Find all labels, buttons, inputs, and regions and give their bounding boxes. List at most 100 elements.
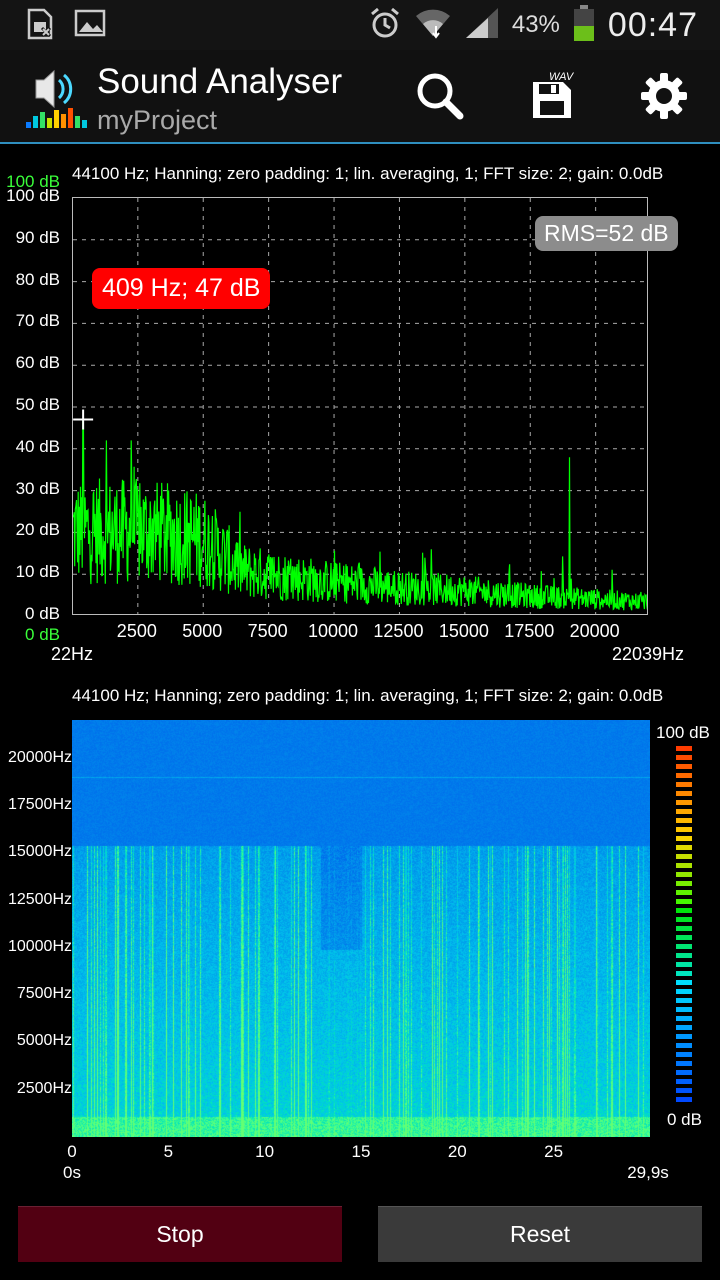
spectrogram-y-tick: 12500Hz (7, 890, 72, 908)
y-tick-label: 0 dB (25, 604, 60, 623)
signal-icon (464, 6, 500, 45)
spectrogram-x-tick: 0 (67, 1142, 77, 1161)
time-start-label: 0s (63, 1163, 81, 1182)
sim-card-icon (26, 8, 54, 45)
colorbar-segment (676, 1052, 692, 1057)
wifi-icon (414, 6, 452, 45)
settings-icon[interactable] (636, 68, 692, 124)
colorbar-segment (676, 818, 692, 823)
colorbar-segment (676, 1025, 692, 1030)
colorbar-segment (676, 980, 692, 985)
stop-button[interactable]: Stop (18, 1206, 342, 1262)
x-tick-label: 12500 (373, 621, 424, 641)
image-icon (74, 8, 106, 45)
save-wav-icon[interactable]: WAV (527, 68, 583, 124)
colorbar-segment (676, 881, 692, 886)
y-tick-label: 40 dB (15, 436, 60, 456)
x-tick-label: 20000 (569, 621, 620, 641)
y-tick-label: 10 dB (15, 562, 60, 582)
colorbar-segment (676, 1007, 692, 1012)
colorbar-segment (676, 944, 692, 949)
project-name: myProject (97, 105, 218, 135)
y-tick-label: 100 dB (6, 186, 60, 205)
spectrogram-x-tick: 5 (163, 1142, 174, 1161)
colorbar-segment (676, 1016, 692, 1021)
spectrogram-y-tick: 7500Hz (16, 985, 72, 1003)
colorbar-segment (676, 773, 692, 778)
x-tick-label: 5000 (182, 621, 223, 641)
app-title: Sound Analyser (97, 62, 343, 101)
spectrum-svg (73, 198, 647, 614)
y-tick-label: 60 dB (15, 353, 60, 373)
time-end-label: 29,9s (627, 1163, 669, 1182)
y-bottom-label: 0 dB (25, 625, 60, 644)
colorbar-segment (676, 926, 692, 931)
colorbar-segment (676, 827, 692, 832)
colorbar-segment (676, 791, 692, 796)
colorbar-segment (676, 989, 692, 994)
y-tick-label: 50 dB (15, 395, 60, 414)
rms-badge: RMS=52 dB (535, 216, 678, 251)
x-tick-label: 17500 (504, 621, 555, 641)
spectrogram-settings-info: 44100 Hz; Hanning; zero padding: 1; lin.… (72, 686, 664, 705)
colorbar-segment (676, 1079, 692, 1084)
colorbar-segment (676, 746, 692, 751)
colorbar-segment (676, 953, 692, 958)
spectrogram-y-tick: 20000Hz (7, 748, 72, 766)
y-top-label: 100 dB (6, 172, 60, 191)
peak-badge: 409 Hz; 47 dB (92, 268, 271, 309)
colorbar-segment (676, 1034, 692, 1039)
reset-button[interactable]: Reset (378, 1206, 702, 1262)
spectrogram-plot[interactable] (72, 720, 650, 1137)
y-tick-label: 30 dB (15, 478, 60, 498)
colorbar-segment (676, 1070, 692, 1075)
colorbar-segment (676, 899, 692, 904)
spectrogram-y-tick: 17500Hz (7, 796, 72, 814)
colorbar-segment (676, 908, 692, 913)
colorbar-segment (676, 782, 692, 787)
spectrogram-y-tick: 10000Hz (7, 937, 72, 955)
y-tick-label: 20 dB (15, 520, 60, 540)
colorbar-segment (676, 854, 692, 859)
x-min-label: 22Hz (50, 644, 94, 664)
spectrogram-y-tick: 5000Hz (16, 1032, 72, 1050)
y-tick-label: 70 dB (15, 311, 60, 331)
spectrogram-y-tick: 15000Hz (7, 843, 72, 861)
action-bar: Sound Analyser myProject WAV (0, 50, 720, 144)
colorbar-segment (676, 809, 692, 814)
spectrum-plot[interactable] (72, 197, 648, 615)
x-tick-label: 15000 (438, 621, 489, 641)
search-icon[interactable] (412, 68, 468, 124)
spectrogram-y-tick: 2500Hz (16, 1079, 72, 1097)
colorbar-segment (676, 917, 692, 922)
colorbar-segment (676, 800, 692, 805)
colorbar-segment (676, 971, 692, 976)
x-tick-label: 7500 (247, 621, 288, 641)
colorbar-segment (676, 764, 692, 769)
y-tick-label: 90 dB (15, 227, 60, 247)
colorbar-segment (676, 962, 692, 967)
colorbar-segment (676, 872, 692, 877)
color-scale-bar (676, 746, 692, 1102)
spectrogram-x-tick: 15 (351, 1142, 371, 1161)
spectrum-settings-info: 44100 Hz; Hanning; zero padding: 1; lin.… (72, 164, 664, 183)
x-max-label: 22039Hz (611, 644, 685, 664)
colorbar-segment (676, 1061, 692, 1066)
colorbar-segment (676, 1043, 692, 1048)
alarm-icon (368, 6, 402, 45)
colorbar-segment (676, 1097, 692, 1102)
colorbar-segment (676, 890, 692, 895)
colorbar-segment (676, 863, 692, 868)
spectrum-line (73, 418, 647, 611)
colorbar-segment (676, 836, 692, 841)
x-tick-label: 2500 (116, 621, 157, 641)
y-tick-label: 80 dB (15, 269, 60, 289)
colorbar-segment (676, 755, 692, 760)
battery-percent: 43% (511, 11, 560, 38)
peak-crosshair (73, 409, 94, 430)
colorbar-segment (676, 935, 692, 940)
colorbar-segment (676, 1088, 692, 1093)
spectrogram-x-tick: 25 (544, 1142, 564, 1161)
colorbar-top-label: 100 dB (656, 723, 710, 742)
app-logo-icon[interactable] (24, 66, 88, 130)
